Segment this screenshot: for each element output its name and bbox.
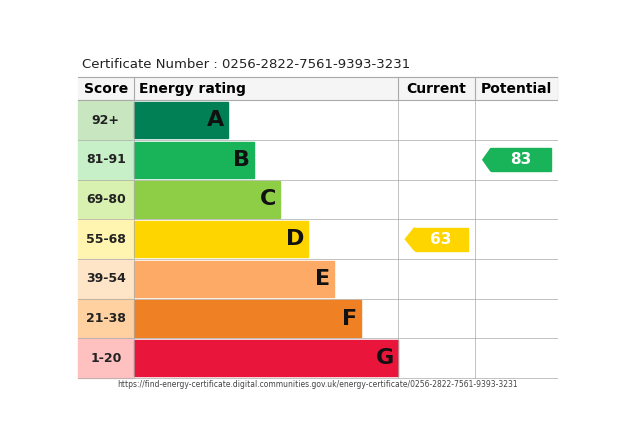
Text: 83: 83 bbox=[510, 152, 531, 167]
Text: C: C bbox=[260, 190, 277, 209]
Polygon shape bbox=[405, 227, 415, 251]
Bar bbox=[476, 100, 558, 140]
Text: 39-54: 39-54 bbox=[86, 272, 126, 285]
Bar bbox=[134, 221, 308, 257]
Bar bbox=[397, 140, 476, 180]
Bar bbox=[134, 260, 334, 297]
Bar bbox=[134, 338, 397, 378]
Bar bbox=[134, 299, 397, 338]
Text: 69-80: 69-80 bbox=[86, 193, 126, 206]
Text: E: E bbox=[316, 269, 330, 289]
Text: 55-68: 55-68 bbox=[86, 233, 126, 246]
Bar bbox=[134, 142, 254, 178]
Bar bbox=[134, 100, 397, 140]
Text: F: F bbox=[342, 308, 356, 329]
Bar bbox=[397, 219, 476, 259]
Bar bbox=[397, 100, 476, 140]
Text: Current: Current bbox=[407, 82, 466, 96]
Bar bbox=[476, 180, 558, 219]
Bar bbox=[476, 299, 558, 338]
Bar bbox=[397, 180, 476, 219]
Bar bbox=[476, 338, 558, 378]
Bar bbox=[134, 102, 228, 138]
Bar bbox=[78, 219, 134, 259]
Text: 63: 63 bbox=[430, 231, 452, 247]
Bar bbox=[134, 180, 397, 219]
Bar bbox=[397, 299, 476, 338]
Bar bbox=[476, 219, 558, 259]
Bar bbox=[78, 338, 134, 378]
Bar bbox=[78, 180, 134, 219]
Bar bbox=[78, 299, 134, 338]
Bar bbox=[134, 140, 397, 180]
Text: 21-38: 21-38 bbox=[86, 312, 126, 325]
Text: 92+: 92+ bbox=[92, 114, 120, 127]
Text: 81-91: 81-91 bbox=[86, 153, 126, 166]
Text: Potential: Potential bbox=[481, 82, 552, 96]
Bar bbox=[134, 181, 280, 218]
Bar bbox=[476, 259, 558, 299]
Bar bbox=[134, 219, 397, 259]
Bar bbox=[78, 259, 134, 299]
Text: Certificate Number : 0256-2822-7561-9393-3231: Certificate Number : 0256-2822-7561-9393… bbox=[82, 59, 410, 71]
Bar bbox=[134, 259, 397, 299]
Polygon shape bbox=[483, 148, 491, 171]
Bar bbox=[476, 140, 558, 180]
Text: https://find-energy-certificate.digital.communities.gov.uk/energy-certificate/02: https://find-energy-certificate.digital.… bbox=[117, 380, 518, 389]
Text: G: G bbox=[376, 348, 394, 368]
Bar bbox=[78, 140, 134, 180]
Text: 1-20: 1-20 bbox=[90, 352, 122, 365]
Text: B: B bbox=[233, 150, 250, 170]
Text: Score: Score bbox=[84, 82, 128, 96]
Bar bbox=[78, 100, 134, 140]
Bar bbox=[415, 227, 467, 251]
Bar bbox=[491, 148, 551, 171]
Bar bbox=[134, 300, 361, 337]
Bar bbox=[397, 338, 476, 378]
Bar bbox=[134, 340, 397, 377]
Text: A: A bbox=[206, 110, 224, 130]
Bar bbox=[78, 77, 558, 100]
Text: D: D bbox=[286, 229, 304, 249]
Bar bbox=[397, 259, 476, 299]
Text: Energy rating: Energy rating bbox=[139, 82, 246, 96]
